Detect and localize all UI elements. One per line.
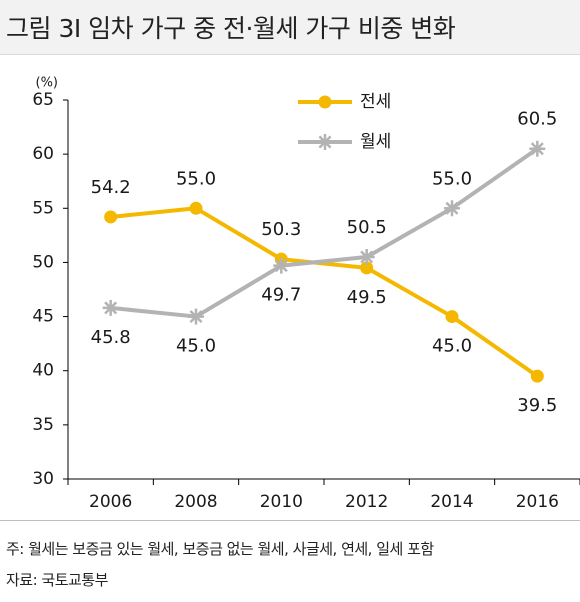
y-tick-label: 40 xyxy=(32,361,54,381)
data-point-wolse xyxy=(273,257,290,274)
data-label-jeonse: 55.0 xyxy=(176,168,216,189)
legend-label-wolse: 월세 xyxy=(360,132,391,152)
chart-footer: 주: 월세는 보증금 있는 월세, 보증금 없는 월세, 사글세, 연세, 일세… xyxy=(0,520,580,602)
data-label-wolse: 45.0 xyxy=(176,336,216,357)
data-label-wolse: 49.7 xyxy=(261,285,301,306)
line-chart: 30 35 40 45 50 55 60 65(%) 2006 2008 2010 2012 2014 2… xyxy=(32,76,580,512)
data-label-jeonse: 49.5 xyxy=(347,287,387,308)
legend-marker-jeonse xyxy=(318,95,332,109)
legend-label-jeonse: 전세 xyxy=(360,92,391,112)
data-label-jeonse: 39.5 xyxy=(517,395,557,416)
y-axis-unit: (%) xyxy=(36,76,59,91)
footnote: 주: 월세는 보증금 있는 월세, 보증금 없는 월세, 사글세, 연세, 일세… xyxy=(6,540,434,558)
x-tick-label: 2008 xyxy=(174,492,217,512)
data-label-wolse: 55.0 xyxy=(432,168,472,189)
x-tick-label: 2010 xyxy=(260,492,303,512)
data-label-wolse: 60.5 xyxy=(517,109,557,130)
data-label-jeonse: 50.3 xyxy=(261,219,301,240)
y-tick-label: 35 xyxy=(32,415,54,435)
source-note: 자료: 국토교통부 xyxy=(6,571,108,589)
data-point-jeonse xyxy=(104,210,118,224)
data-label-wolse: 45.8 xyxy=(91,327,131,348)
data-point-wolse xyxy=(358,249,375,266)
x-tick-label: 2014 xyxy=(430,492,473,512)
data-point-jeonse xyxy=(360,261,374,275)
legend-marker-wolse xyxy=(317,134,333,150)
y-tick-label: 65 xyxy=(32,90,54,110)
y-tick-label: 30 xyxy=(32,469,54,489)
data-point-wolse xyxy=(444,200,460,217)
data-point-jeonse xyxy=(530,369,544,383)
data-label-wolse: 50.5 xyxy=(347,217,387,238)
series-line-wolse xyxy=(110,147,539,319)
data-label-jeonse: 45.0 xyxy=(432,336,472,357)
data-point-wolse xyxy=(188,308,204,325)
title-bar: 그림 3I 임차 가구 중 전·월세 가구 비중 변화 xyxy=(0,0,580,55)
chart-title: 그림 3I 임차 가구 중 전·월세 가구 비중 변화 xyxy=(6,14,456,43)
x-tick-label: 2006 xyxy=(89,492,132,512)
x-tick-label: 2016 xyxy=(516,492,559,512)
data-point-wolse xyxy=(529,140,546,157)
data-point-jeonse xyxy=(189,201,203,215)
y-tick-label: 45 xyxy=(32,307,54,327)
y-tick-label: 60 xyxy=(32,144,54,164)
data-point-wolse xyxy=(102,299,119,316)
series-line-jeonse xyxy=(110,206,539,378)
y-tick-label: 55 xyxy=(32,198,54,218)
y-tick-label: 50 xyxy=(32,252,54,272)
x-tick-label: 2012 xyxy=(345,492,388,512)
data-label-jeonse: 54.2 xyxy=(91,177,131,198)
data-point-jeonse xyxy=(445,310,459,324)
